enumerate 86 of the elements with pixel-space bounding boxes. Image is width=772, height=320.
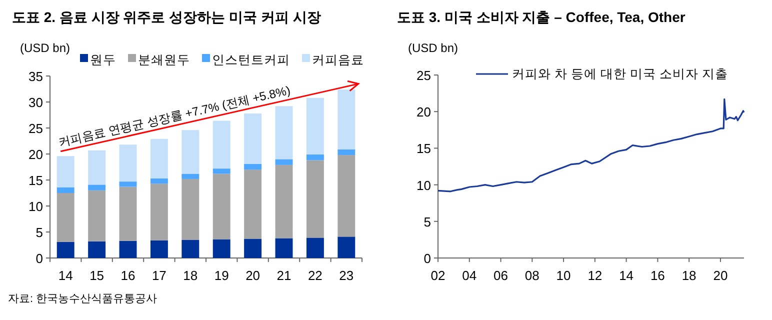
bar	[88, 184, 106, 190]
bar	[244, 170, 262, 239]
bar	[88, 190, 106, 242]
text: 자료: 한국농수산식품유통공사	[8, 293, 158, 305]
bar	[306, 160, 324, 238]
y-tick-label: 0	[36, 251, 43, 266]
x-tick-label: 10	[556, 268, 571, 283]
x-tick-label: 08	[524, 268, 540, 283]
y-tick-label: 35	[28, 69, 43, 84]
y-tick-label: 15	[28, 173, 43, 188]
bar	[306, 238, 324, 258]
x-tick-label: 12	[588, 268, 602, 283]
bar	[275, 164, 293, 238]
x-tick-label: 06	[494, 268, 508, 283]
x-tick-label: 20	[246, 268, 260, 283]
x-tick-label: 20	[713, 268, 728, 283]
bar	[150, 178, 168, 184]
x-tick-label: 14	[619, 268, 634, 283]
bar	[244, 164, 262, 170]
line-series	[437, 98, 745, 192]
bar	[338, 90, 356, 150]
bar	[88, 150, 106, 185]
bar	[119, 186, 137, 241]
bar	[88, 241, 106, 258]
x-tick-label: 04	[462, 268, 477, 283]
y-tick-label: 0	[424, 251, 431, 266]
legend-label: 분쇄원두	[138, 53, 190, 67]
bar	[244, 238, 262, 258]
bar	[212, 120, 230, 169]
bar	[56, 242, 74, 258]
bar	[150, 184, 168, 240]
x-tick-label: 15	[90, 268, 104, 283]
y-tick-label: 5	[424, 214, 431, 230]
y-tick-label: 5	[36, 225, 43, 240]
y-tick-label: 25	[28, 121, 43, 136]
annotation: 커피음료 연평균 성장률 +7.7% (전체 +5.8%)	[57, 83, 292, 150]
bar	[338, 155, 356, 237]
y-tick-label: 20	[28, 147, 43, 162]
bar	[275, 159, 293, 165]
x-tick-label: 14	[58, 268, 73, 283]
chart-title: 도표 3. 미국 소비자 지출 – Coffee, Tea, Other	[397, 9, 686, 25]
x-tick-label: 22	[308, 268, 322, 283]
legend-label: 커피음료	[312, 53, 364, 67]
x-tick-label: 19	[214, 268, 229, 283]
bar	[182, 130, 200, 174]
bar	[119, 182, 137, 187]
x-tick-label: 21	[276, 268, 292, 283]
x-tick-label: 02	[430, 268, 446, 283]
y-axis-title: (USD bn)	[408, 41, 458, 55]
legend-label: 원두	[90, 53, 116, 67]
x-tick-label: 16	[650, 268, 665, 283]
bar	[150, 240, 168, 258]
chart-title: 도표 2. 음료 시장 위주로 성장하는 미국 커피 시장	[12, 9, 321, 25]
x-tick-label: 18	[682, 268, 696, 283]
bar	[56, 193, 74, 242]
bar	[212, 239, 230, 258]
y-tick-label: 20	[416, 104, 431, 120]
bar	[150, 138, 168, 178]
x-tick-label: 18	[183, 268, 198, 283]
y-tick-label: 25	[416, 68, 431, 83]
x-tick-label: 23	[339, 268, 354, 283]
legend-label: 인스턴트커피	[212, 53, 290, 67]
bar	[306, 154, 324, 160]
bar	[212, 174, 230, 240]
bar	[182, 174, 200, 179]
bar	[275, 238, 293, 258]
bar	[119, 240, 137, 258]
x-tick-label: 16	[120, 268, 136, 283]
bar	[56, 187, 74, 193]
bar	[338, 236, 356, 258]
bar	[182, 240, 200, 258]
bar	[182, 178, 200, 240]
y-tick-label: 15	[416, 141, 431, 156]
bar	[244, 113, 262, 164]
bar	[119, 144, 137, 182]
y-axis-title: (USD bn)	[20, 41, 70, 55]
y-tick-label: 30	[28, 95, 43, 110]
bar	[56, 156, 74, 188]
bar	[275, 106, 293, 160]
x-tick-label: 17	[152, 268, 166, 283]
bar	[212, 168, 230, 174]
legend-label: 커피와 차 등에 대한 미국 소비자 지출	[512, 67, 728, 81]
y-tick-label: 10	[28, 199, 43, 214]
y-tick-label: 10	[416, 178, 431, 193]
bar	[338, 149, 356, 156]
bar	[306, 98, 324, 155]
